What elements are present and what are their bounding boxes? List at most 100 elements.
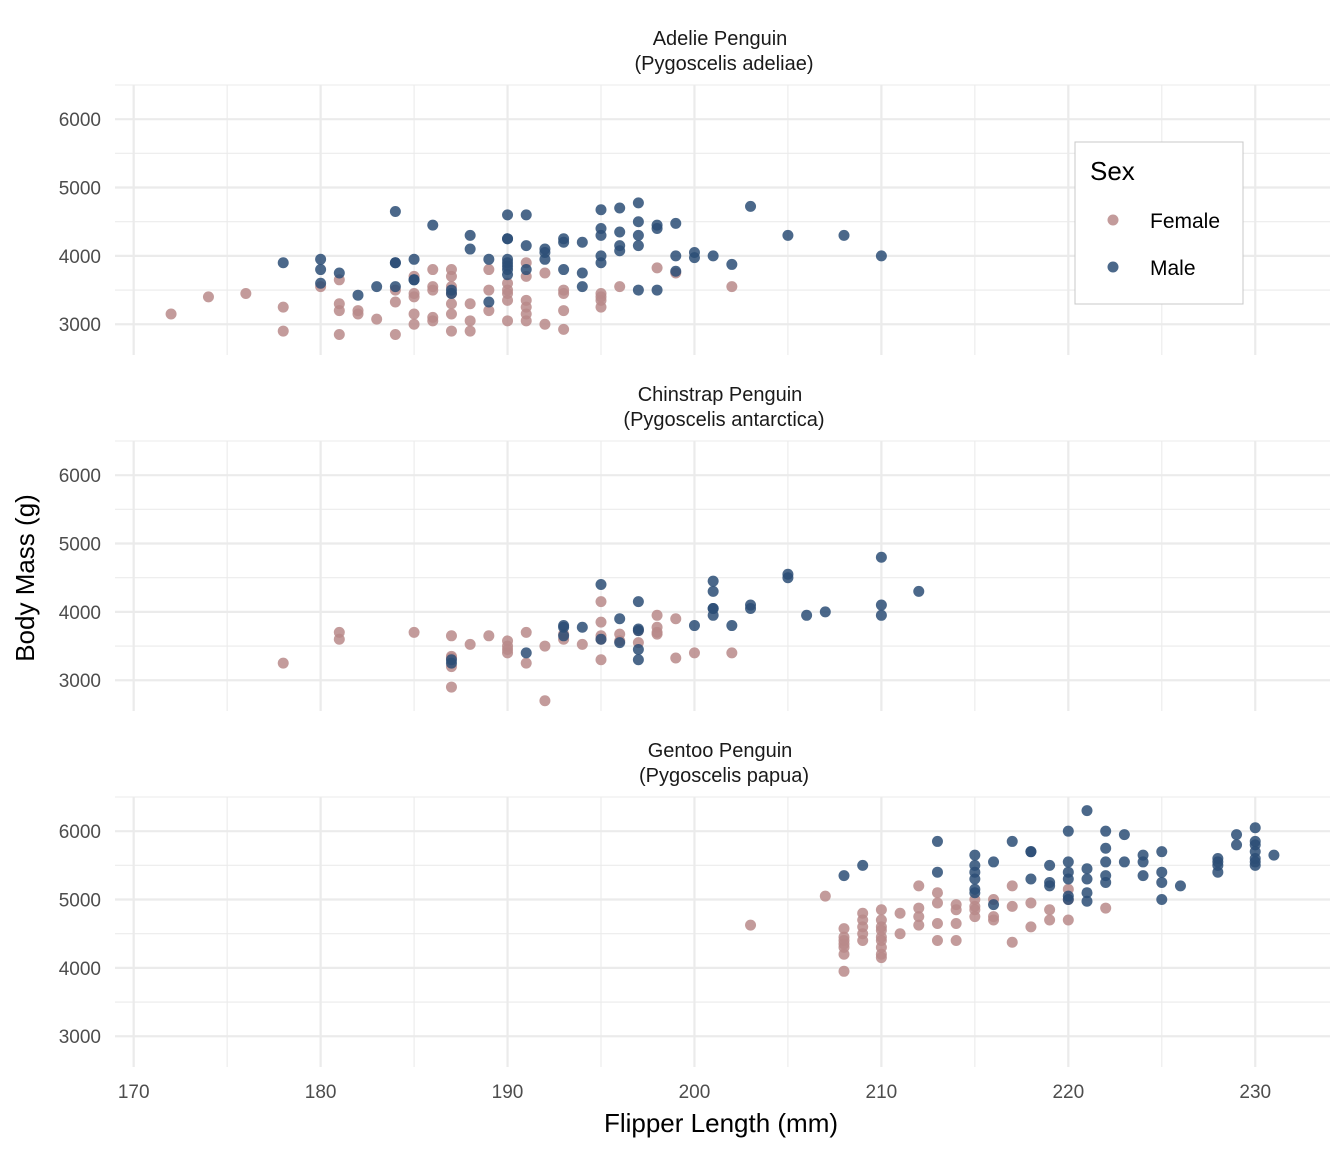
data-point-female: [427, 284, 439, 296]
data-point-female: [483, 630, 495, 642]
data-point-male: [558, 236, 570, 248]
data-point-male: [1081, 873, 1093, 885]
data-point-female: [464, 638, 476, 650]
data-point-female: [913, 911, 925, 923]
data-point-female: [950, 904, 962, 916]
data-point-female: [1100, 902, 1112, 914]
data-point-female: [875, 904, 887, 916]
data-point-male: [576, 621, 588, 633]
data-point-female: [464, 315, 476, 327]
data-point-male: [632, 625, 644, 637]
data-point-male: [315, 277, 327, 289]
data-point-female: [931, 897, 943, 909]
data-point-male: [445, 654, 457, 666]
data-point-male: [632, 197, 644, 209]
data-point-female: [389, 296, 401, 308]
data-point-female: [614, 281, 626, 293]
data-point-female: [595, 616, 607, 628]
data-point-female: [931, 935, 943, 947]
data-point-female: [445, 270, 457, 282]
data-point-male: [595, 229, 607, 241]
data-point-male: [1156, 876, 1168, 888]
x-tick-label: 170: [118, 1082, 150, 1103]
data-point-female: [651, 609, 663, 621]
data-point-male: [520, 209, 532, 221]
data-point-female: [539, 318, 551, 330]
data-point-female: [558, 284, 570, 296]
data-point-female: [950, 917, 962, 929]
data-point-female: [670, 652, 682, 664]
data-point-male: [445, 287, 457, 299]
data-point-male: [558, 264, 570, 276]
data-point-female: [1044, 914, 1056, 926]
data-point-female: [352, 305, 364, 317]
data-point-male: [875, 551, 887, 563]
data-point-female: [838, 923, 850, 935]
data-point-female: [576, 638, 588, 650]
data-point-male: [389, 281, 401, 293]
y-tick-label: 5000: [59, 179, 101, 200]
data-point-female: [988, 914, 1000, 926]
data-point-male: [1249, 822, 1261, 834]
data-point-female: [502, 315, 514, 327]
data-point-female: [333, 305, 345, 317]
data-point-male: [707, 585, 719, 597]
data-point-male: [1118, 829, 1130, 841]
data-point-male: [1156, 866, 1168, 878]
data-point-female: [688, 647, 700, 659]
data-point-female: [539, 267, 551, 279]
data-point-male: [595, 633, 607, 645]
data-point-female: [408, 308, 420, 320]
data-point-male: [875, 250, 887, 262]
data-point-male: [801, 609, 813, 621]
data-point-female: [1006, 936, 1018, 948]
data-point-male: [558, 630, 570, 642]
data-point-male: [782, 229, 794, 241]
facet-panels: 3000 4000 5000 6000 Adelie Penguin (Pygosceli…: [59, 28, 1330, 1067]
x-axis-title: Flipper Length (mm): [604, 1108, 838, 1138]
data-point-female: [838, 948, 850, 960]
data-point-female: [931, 917, 943, 929]
data-point-male: [838, 870, 850, 882]
data-point-male: [520, 647, 532, 659]
data-point-male: [614, 226, 626, 238]
legend: Sex Female Male: [1074, 141, 1244, 305]
data-point-female: [1062, 914, 1074, 926]
data-point-male: [632, 240, 644, 252]
facet-panel-2: 3000 4000 5000 6000 Chinstrap Penguin (Pygosc…: [59, 384, 1330, 711]
data-point-female: [464, 298, 476, 310]
data-point-male: [464, 243, 476, 255]
data-point-male: [333, 267, 345, 279]
data-point-female: [502, 640, 514, 652]
data-point-male: [352, 289, 364, 301]
data-point-male: [1062, 825, 1074, 837]
data-point-male: [371, 281, 383, 293]
data-point-female: [950, 935, 962, 947]
data-point-male: [1044, 859, 1056, 871]
data-point-female: [1006, 900, 1018, 912]
legend-key-female: [1107, 214, 1119, 226]
data-point-female: [408, 626, 420, 638]
data-point-male: [688, 620, 700, 632]
data-point-male: [427, 219, 439, 231]
data-point-male: [707, 609, 719, 621]
data-point-male: [1100, 856, 1112, 868]
data-point-female: [408, 291, 420, 303]
data-point-female: [520, 626, 532, 638]
data-point-female: [913, 880, 925, 892]
data-point-male: [1249, 853, 1261, 865]
data-point-female: [202, 291, 214, 303]
data-point-female: [595, 654, 607, 666]
data-point-male: [389, 205, 401, 217]
series-male: [277, 197, 887, 308]
data-point-female: [875, 952, 887, 964]
data-point-male: [651, 223, 663, 235]
data-point-male: [931, 866, 943, 878]
data-point-female: [408, 318, 420, 330]
data-point-male: [1118, 856, 1130, 868]
series-male: [838, 805, 1280, 911]
x-tick-label: 200: [679, 1082, 711, 1103]
x-tick-label: 210: [866, 1082, 898, 1103]
series-female: [165, 257, 738, 340]
data-point-female: [670, 613, 682, 625]
